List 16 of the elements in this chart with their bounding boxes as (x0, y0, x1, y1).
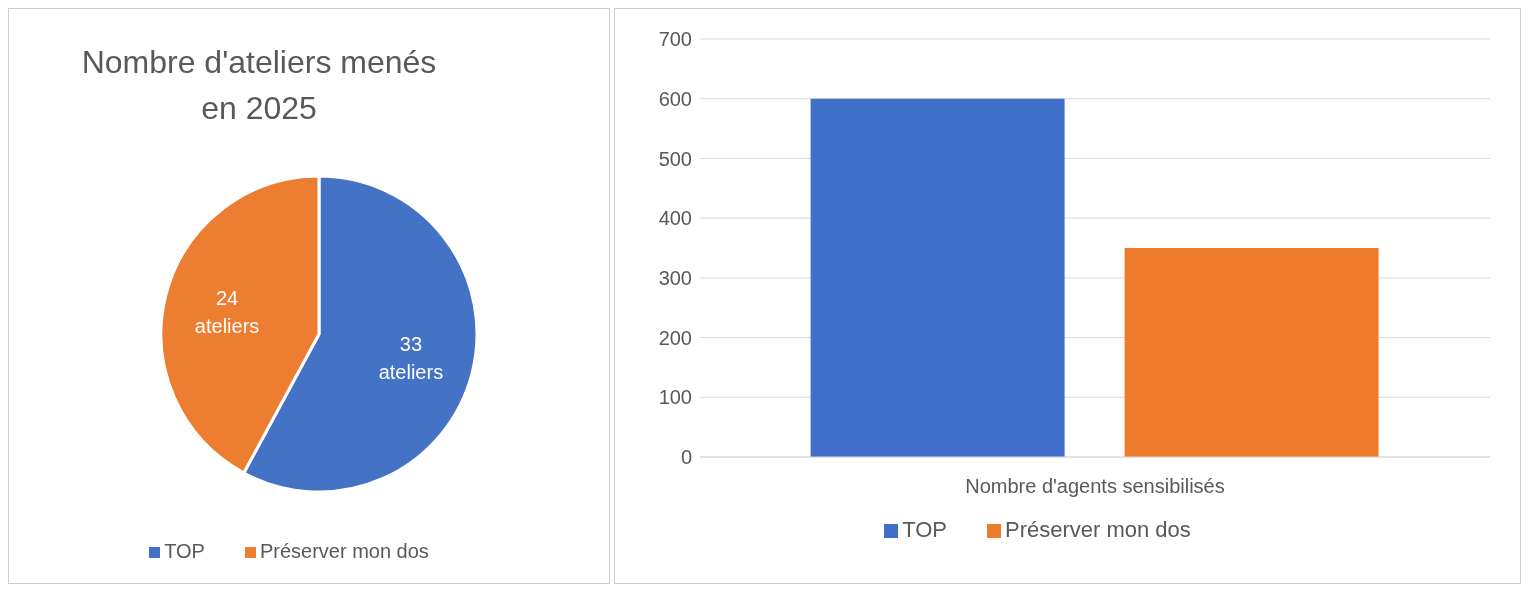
y-tick-label: 100 (658, 386, 692, 409)
chart-title: Nombre d'ateliers menés en 2025 (80, 43, 438, 128)
x-tick-label: Nombre d'agents sensibilisés (965, 475, 1225, 498)
data-label: 33 ateliers (378, 333, 444, 384)
y-tick-label: 700 (658, 28, 692, 51)
legend-label: TOP (164, 540, 205, 562)
legend-label: TOP (902, 517, 947, 542)
y-tick-label: 0 (680, 446, 692, 469)
legend-label: Préserver mon dos (1004, 517, 1191, 542)
data-label: 24 ateliers (194, 286, 260, 337)
y-tick-label: 400 (658, 207, 692, 230)
y-tick-label: 200 (658, 326, 692, 349)
y-tick-label: 300 (658, 266, 692, 289)
y-tick-label: 500 (658, 147, 692, 170)
legend-label: Préserver mon dos (259, 540, 429, 562)
y-tick-label: 600 (658, 87, 692, 110)
